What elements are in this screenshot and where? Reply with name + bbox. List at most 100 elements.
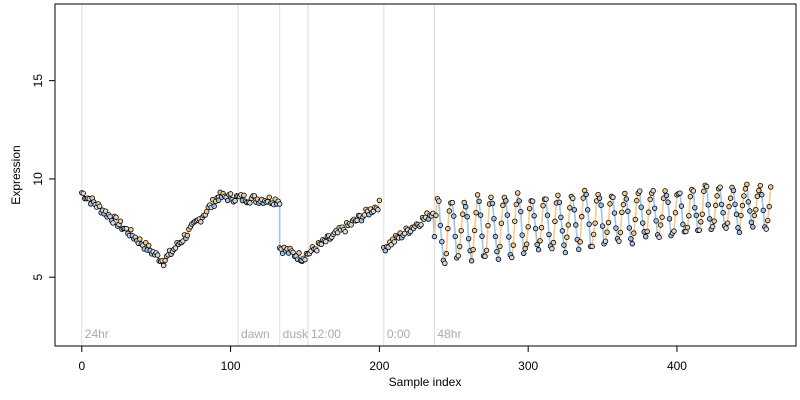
data-point — [500, 202, 506, 209]
data-point — [705, 202, 711, 208]
data-point — [342, 229, 348, 235]
data-point — [701, 188, 707, 194]
marker-label: 0:00 — [387, 327, 411, 341]
data-point — [471, 227, 478, 234]
data-point — [110, 220, 116, 226]
data-point — [452, 233, 458, 240]
data-point — [741, 193, 747, 199]
data-point — [488, 194, 494, 200]
data-point — [720, 210, 726, 216]
data-point — [724, 220, 731, 226]
data-point — [531, 213, 537, 219]
series-segment — [579, 216, 583, 242]
data-point — [154, 252, 161, 258]
data-point — [516, 198, 522, 204]
data-point — [714, 193, 720, 199]
data-point — [296, 250, 302, 256]
data-point — [446, 208, 453, 214]
data-point — [699, 211, 705, 217]
data-point — [632, 216, 639, 223]
data-point — [506, 234, 512, 240]
series-segment — [627, 211, 631, 229]
data-point — [709, 223, 716, 230]
data-point — [318, 241, 325, 247]
data-point — [567, 205, 573, 211]
series-segment — [452, 216, 457, 237]
series-segment — [540, 205, 544, 228]
data-point — [483, 247, 490, 254]
series-segment — [513, 204, 518, 222]
data-point — [590, 231, 597, 238]
series-segment — [445, 228, 449, 254]
series-segment — [546, 215, 550, 235]
series-segment — [485, 225, 489, 251]
marker-label: dusk — [283, 327, 309, 341]
data-point — [634, 197, 640, 204]
data-point — [549, 245, 555, 252]
series-segment — [661, 198, 665, 218]
data-point — [628, 236, 634, 242]
data-point — [491, 216, 497, 222]
data-point — [558, 214, 564, 221]
data-point — [744, 181, 750, 187]
marker-lines: 24hr dawn dusk 12:00 0:00 48hr — [81, 4, 461, 346]
data-point — [626, 225, 633, 231]
series-segment — [680, 206, 684, 225]
data-point — [647, 196, 653, 203]
data-point — [513, 201, 519, 208]
data-point — [534, 241, 540, 248]
series-segment — [667, 202, 671, 219]
data-point — [445, 225, 451, 232]
series-segment — [688, 196, 692, 216]
data-point — [276, 201, 283, 207]
data-point — [763, 226, 769, 232]
data-point — [418, 222, 424, 228]
data-point — [742, 186, 749, 192]
data-point — [556, 199, 563, 206]
data-point — [751, 212, 758, 219]
data-point — [756, 187, 762, 194]
series-segment — [466, 216, 470, 239]
data-point — [146, 242, 152, 249]
data-point — [610, 194, 616, 200]
data-point — [552, 218, 558, 224]
data-point — [495, 256, 502, 262]
data-point — [535, 247, 542, 253]
series-segment — [588, 224, 592, 247]
series-segment — [500, 205, 504, 224]
data-point — [314, 248, 320, 254]
data-point — [712, 202, 719, 209]
data-point — [433, 212, 439, 219]
data-point — [663, 192, 670, 199]
data-point — [657, 222, 664, 228]
data-point — [718, 201, 725, 208]
series-segment — [554, 202, 558, 222]
data-point — [302, 256, 308, 263]
data-point — [687, 193, 694, 200]
data-point — [748, 219, 755, 226]
data-point — [671, 228, 677, 234]
data-point — [113, 214, 119, 221]
data-point — [680, 221, 686, 228]
data-point — [643, 233, 649, 240]
marker-label: 12:00 — [311, 327, 341, 341]
data-point — [693, 212, 700, 219]
series-segment — [673, 212, 677, 232]
data-point — [459, 211, 466, 217]
data-point — [750, 224, 756, 230]
series-segment — [594, 200, 598, 224]
data-point — [696, 227, 702, 233]
data-point — [529, 198, 536, 204]
data-point — [102, 208, 109, 214]
data-point — [656, 234, 662, 240]
series-segment — [481, 236, 485, 256]
series-segment — [473, 212, 477, 231]
data-point — [224, 197, 231, 204]
data-point — [732, 201, 738, 207]
series-segment — [438, 201, 442, 226]
series-segment — [607, 203, 611, 223]
data-point — [436, 198, 442, 204]
data-point — [645, 209, 652, 215]
data-point — [638, 204, 644, 210]
series-segment — [701, 191, 705, 215]
